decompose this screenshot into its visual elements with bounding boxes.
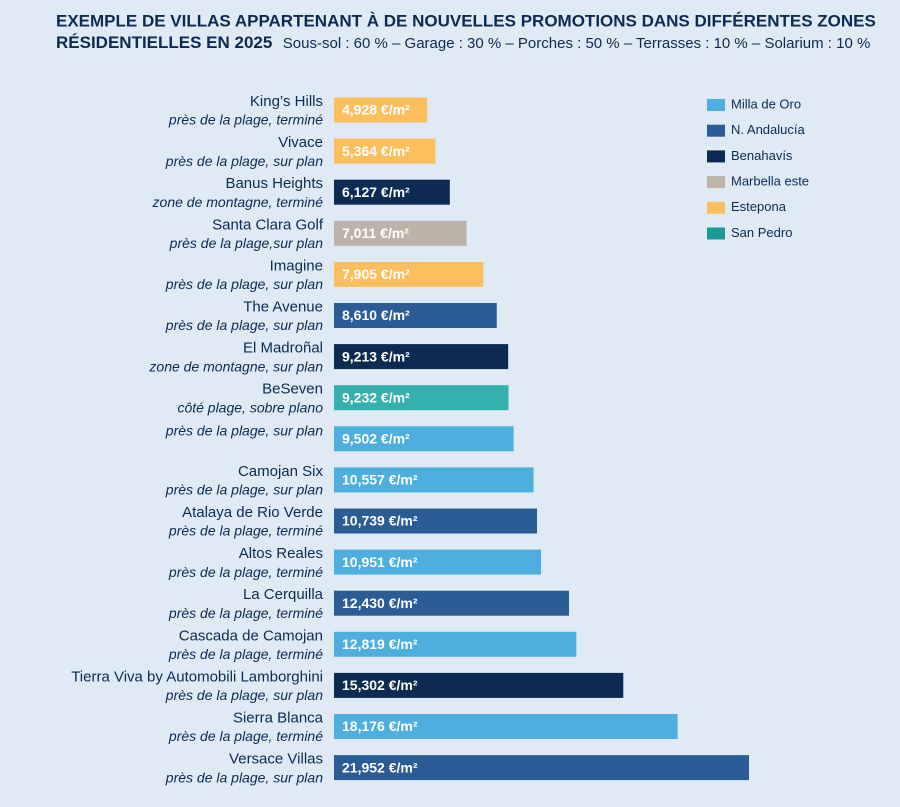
- bar-description: près de la plage, terminé: [168, 605, 323, 621]
- bar-name: The Avenue: [243, 298, 323, 315]
- bar-name: Vivace: [278, 134, 323, 151]
- bar-name: Altos Reales: [239, 545, 323, 562]
- title-line: RÉSIDENTIELLES EN 2025 Sous-sol : 60 % –…: [56, 33, 870, 52]
- bar: [334, 303, 497, 328]
- bar-name: Versace Villas: [229, 751, 323, 768]
- bar-description: près de la plage, sur plan: [165, 687, 323, 703]
- value-label: 18,176 €/m²: [342, 718, 418, 734]
- bar: [334, 138, 436, 164]
- bar-name: Cascada de Camojan: [179, 627, 323, 644]
- value-label: 10,951 €/m²: [342, 554, 418, 570]
- chart-title-2: RÉSIDENTIELLES EN 2025: [56, 33, 272, 52]
- legend-swatch: [707, 201, 725, 214]
- bar-description: zone de montagne, terminé: [152, 194, 324, 210]
- bar-name: Banus Heights: [225, 175, 323, 192]
- bar-description: près de la plage, sur plan: [165, 276, 323, 292]
- bar-name: Imagine: [270, 257, 323, 274]
- legend-label: San Pedro: [731, 225, 792, 240]
- bar: [334, 97, 428, 123]
- bar: [334, 385, 509, 411]
- legend-swatch: [707, 99, 725, 111]
- bar-description: près de la plage, terminé: [168, 646, 323, 662]
- value-label: 8,610 €/m²: [342, 307, 410, 323]
- legend-label: N. Andalucía: [731, 122, 805, 137]
- value-label: 4,928 €/m²: [342, 102, 410, 118]
- bar: [334, 508, 538, 534]
- chart-title: EXEMPLE DE VILLAS APPARTENANT À DE NOUVE…: [56, 11, 876, 30]
- bar-name: El Madroñal: [243, 340, 323, 357]
- chart-subtitle: Sous-sol : 60 % – Garage : 30 % – Porche…: [283, 35, 871, 52]
- bar-name: Tierra Viva by Automobili Lamborghini: [71, 668, 323, 685]
- bar: [334, 672, 624, 698]
- bar-description: près de la plage, sur plan: [165, 482, 323, 498]
- value-label: 6,127 €/m²: [342, 184, 410, 200]
- bar: [334, 755, 749, 781]
- bar-name: BeSeven: [262, 381, 323, 398]
- bar: [334, 179, 450, 205]
- bar: [334, 220, 467, 246]
- bar: [334, 467, 534, 493]
- bar-description: côté plage, sobre plano: [177, 399, 323, 415]
- bar-name: Santa Clara Golf: [212, 216, 324, 233]
- legend-swatch: [707, 227, 725, 240]
- value-label: 10,739 €/m²: [342, 513, 418, 529]
- bar-name: Atalaya de Rio Verde: [182, 504, 323, 521]
- bar-description: près de la plage, terminé: [168, 112, 323, 128]
- legend-label: Benahavís: [731, 148, 793, 163]
- bar: [334, 344, 509, 370]
- bar-name: La Cerquilla: [243, 586, 324, 603]
- bar-description: près de la plage, terminé: [168, 564, 323, 580]
- bar: [334, 590, 569, 616]
- legend-label: Marbella este: [731, 174, 809, 189]
- bar-description: près de la plage, terminé: [168, 728, 323, 744]
- bar-name: Sierra Blanca: [233, 709, 324, 726]
- bar: [334, 261, 484, 287]
- legend-label: Milla de Oro: [731, 96, 801, 111]
- value-label: 15,302 €/m²: [342, 677, 418, 693]
- bar: [334, 714, 678, 739]
- value-label: 7,905 €/m²: [342, 266, 410, 282]
- value-label: 9,232 €/m²: [342, 389, 410, 405]
- bar: [334, 426, 514, 452]
- bar: [334, 549, 542, 575]
- bar-description: près de la plage, sur plan: [165, 153, 323, 169]
- value-label: 7,011 €/m²: [342, 225, 409, 241]
- legend-swatch: [707, 176, 725, 189]
- bar-name: King’s Hills: [250, 93, 323, 110]
- bar: [334, 631, 577, 657]
- bar-description: près de la plage, sur plan: [165, 423, 323, 439]
- value-label: 9,213 €/m²: [342, 348, 410, 364]
- value-label: 5,364 €/m²: [342, 143, 410, 159]
- value-label: 12,819 €/m²: [342, 636, 418, 652]
- value-label: 12,430 €/m²: [342, 595, 418, 611]
- legend-label: Estepona: [731, 199, 787, 214]
- bar-description: près de la plage, terminé: [168, 523, 323, 539]
- bar-description: zone de montagne, sur plan: [148, 358, 323, 374]
- legend-swatch: [707, 124, 725, 137]
- bar-name: Camojan Six: [238, 463, 324, 480]
- bar-description: près de la plage, sur plan: [165, 769, 323, 785]
- value-label: 10,557 €/m²: [342, 472, 418, 488]
- value-label: 9,502 €/m²: [342, 431, 410, 447]
- legend-swatch: [707, 150, 725, 163]
- bar-description: près de la plage, sur plan: [165, 317, 323, 333]
- value-label: 21,952 €/m²: [342, 759, 418, 775]
- bar-description: près de la plage,sur plan: [169, 235, 324, 251]
